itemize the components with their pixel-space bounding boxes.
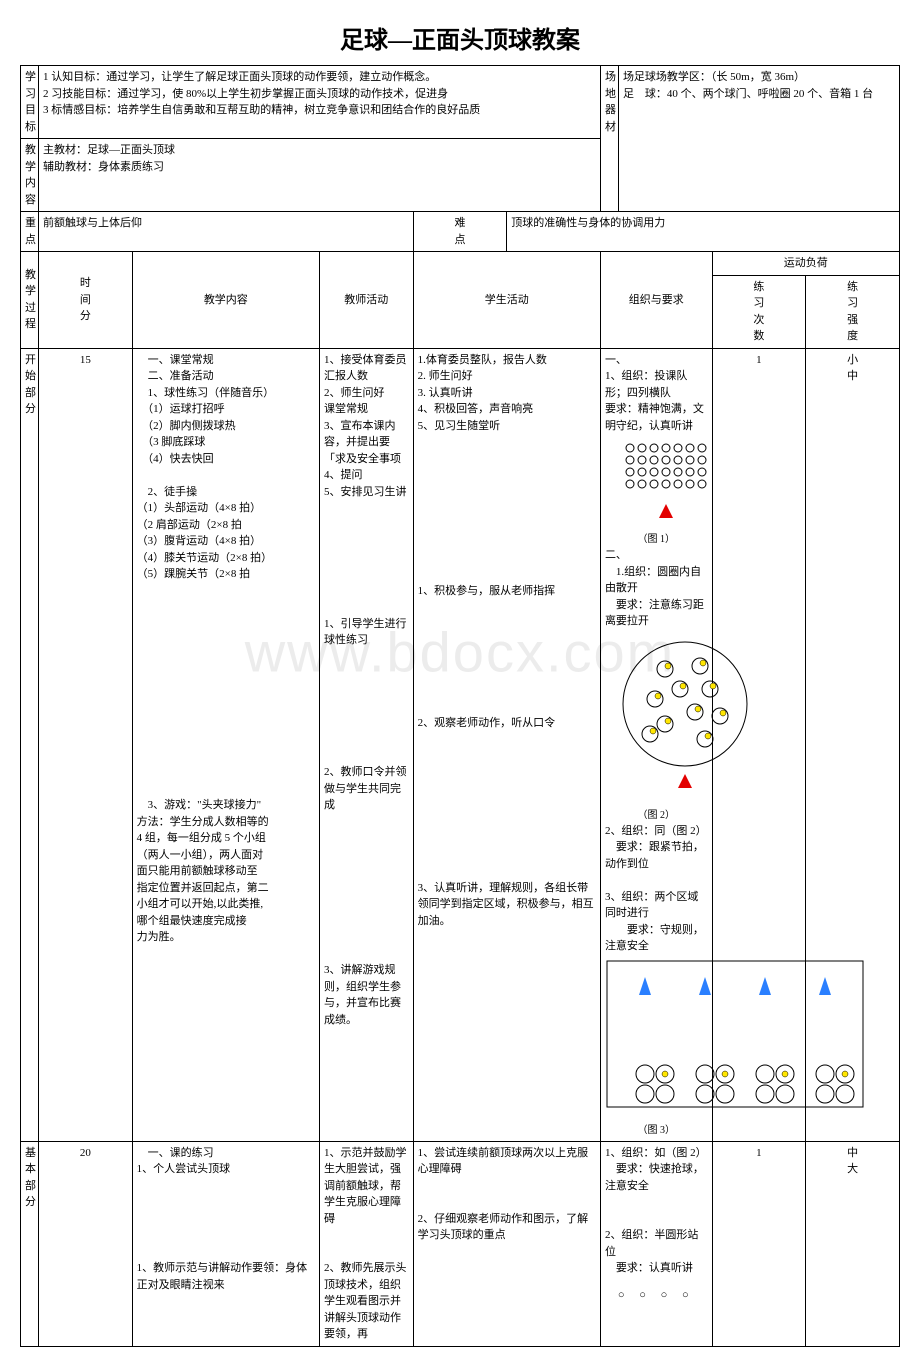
venue-label: 场地器材 bbox=[600, 66, 618, 212]
phase-start-count: 1 bbox=[712, 348, 806, 1141]
lesson-plan-table: 学习目标 1 认知目标：通过学习，让学生了解足球正面头顶球的动作要领，建立动作概… bbox=[20, 65, 900, 1347]
org-text-3: 2、组织：同（图 2） 要求：跟紧节拍，动作到位 bbox=[605, 823, 708, 873]
difficulty-cell: 顶球的准确性与身体的协调用力 bbox=[507, 212, 900, 252]
venue-cell: 场足球场教学区：（长 50m，宽 36m） 足 球：40 个、两个球门、呼啦圈 … bbox=[618, 66, 899, 212]
page-title: 足球—正面头顶球教案 bbox=[20, 20, 900, 55]
learning-goals-cell: 1 认知目标：通过学习，让学生了解足球正面头顶球的动作要领，建立动作概念。 2 … bbox=[39, 66, 601, 139]
phase-start-teacher: 1、接受体育委员汇报人数 2、师生问好 课堂常规 3、宣布本课内 容，并提出要「… bbox=[319, 348, 413, 1141]
phase-start-time: 15 bbox=[39, 348, 133, 1141]
org-text-4: 3、组织：两个区域同时进行 要求：守规则，注意安全 bbox=[605, 889, 708, 955]
phase-start-content: 一、课堂常规 二、准备活动 1、球性练习（伴随音乐） （1）运球打招呼 （2）脚… bbox=[132, 348, 319, 1141]
phase-start-student: 1.体育委员整队，报告人数 2. 师生问好 3. 认真听讲 4、积极回答，声音响… bbox=[413, 348, 600, 1141]
phase-basic-student: 1、尝试连续前额顶球两次以上克服心理障碍 2、仔细观察老师动作和图示，了解学习头… bbox=[413, 1141, 600, 1346]
motion-load-header: 运动负荷 bbox=[712, 252, 899, 276]
phase-basic-intensity: 中大 bbox=[806, 1141, 900, 1346]
practice-intensity-header: 练习强度 bbox=[806, 275, 900, 348]
practice-count-header: 练习次数 bbox=[712, 275, 806, 348]
fig3-label: （图 3） bbox=[605, 1123, 708, 1138]
org-text-basic-1: 1、组织：如（图 2） 要求：快速抢球，注意安全 2、组织：半圆形站位 要求：认… bbox=[605, 1145, 708, 1277]
key-points-cell: 前额触球与上体后仰 bbox=[39, 212, 414, 252]
phase-basic-teacher: 1、示范并鼓励学生大胆尝试，强调前额触球，帮学生克服心理障碍 2、教师先展示头顶… bbox=[319, 1141, 413, 1346]
phase-basic-content: 一、课的练习 1、个人尝试头顶球 1、教师示范与讲解动作要领：身体正对及眼睛注视… bbox=[132, 1141, 319, 1346]
teaching-content-cell: 主教材：足球—正面头顶球 辅助教材：身体素质练习 bbox=[39, 139, 601, 212]
content-header: 教学内容 bbox=[132, 252, 319, 349]
fig1-label: （图 1） bbox=[605, 532, 708, 547]
org-text-2: 二、 1.组织：圆圈内自由散开 要求：注意练习距离要拉开 bbox=[605, 547, 708, 630]
figure-4: ○ ○ ○ ○ bbox=[605, 1287, 708, 1304]
learning-goals-label: 学习目标 bbox=[21, 66, 39, 139]
teacher-header: 教师活动 bbox=[319, 252, 413, 349]
key-points-label: 重点 bbox=[21, 212, 39, 252]
phase-basic-label: 基本部分 bbox=[21, 1141, 39, 1346]
phase-start-org: 一、 1、组织：投课队形；四列横队 要求：精神饱满，文明守纪，认真听讲 （图 1… bbox=[600, 348, 712, 1141]
difficulty-label: 难点 bbox=[413, 212, 507, 252]
teaching-content-label: 教学内容 bbox=[21, 139, 39, 212]
process-label: 教学过程 bbox=[21, 252, 39, 349]
phase-start-label: 开始部分 bbox=[21, 348, 39, 1141]
org-header: 组织与要求 bbox=[600, 252, 712, 349]
phase-start-intensity: 小中 bbox=[806, 348, 900, 1141]
org-text-1: 一、 1、组织：投课队形；四列横队 要求：精神饱满，文明守纪，认真听讲 bbox=[605, 352, 708, 435]
student-header: 学生活动 bbox=[413, 252, 600, 349]
phase-basic-count: 1 bbox=[712, 1141, 806, 1346]
phase-basic-org: 1、组织：如（图 2） 要求：快速抢球，注意安全 2、组织：半圆形站位 要求：认… bbox=[600, 1141, 712, 1346]
time-header: 时间分 bbox=[39, 252, 133, 349]
fig2-label: （图 2） bbox=[605, 808, 708, 823]
phase-basic-time: 20 bbox=[39, 1141, 133, 1346]
